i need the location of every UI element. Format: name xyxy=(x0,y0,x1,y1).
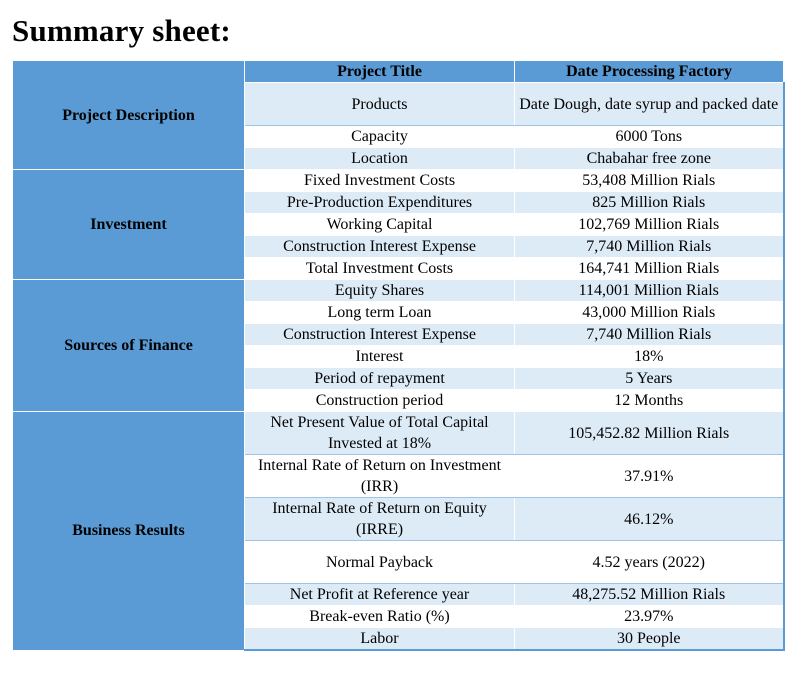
row-value: 7,740 Million Rials xyxy=(514,235,785,258)
row-value: Date Dough, date syrup and packed date xyxy=(514,82,785,126)
row-label: Capacity xyxy=(244,125,515,148)
row-value: 114,001 Million Rials xyxy=(514,279,785,302)
row-value: 4.52 years (2022) xyxy=(514,540,785,584)
row-value: 102,769 Million Rials xyxy=(514,213,785,236)
row-label: Labor xyxy=(244,627,515,651)
header-value: Date Processing Factory xyxy=(514,60,784,83)
section-project-description: Project Description xyxy=(12,60,245,170)
row-value: 164,741 Million Rials xyxy=(514,257,785,280)
row-value: 46.12% xyxy=(514,497,785,541)
row-value: 7,740 Million Rials xyxy=(514,323,785,346)
section-investment: Investment xyxy=(12,169,245,280)
row-label: Long term Loan xyxy=(244,301,515,324)
row-value: 30 People xyxy=(514,627,785,651)
row-label: Construction Interest Expense xyxy=(244,323,515,346)
row-value: 43,000 Million Rials xyxy=(514,301,785,324)
row-label: Working Capital xyxy=(244,213,515,236)
row-value: 18% xyxy=(514,345,785,368)
row-label: Net Profit at Reference year xyxy=(244,583,515,606)
row-value: 48,275.52 Million Rials xyxy=(514,583,785,606)
row-label: Period of repayment xyxy=(244,367,515,390)
row-value: 105,452.82 Million Rials xyxy=(514,411,785,455)
page-title: Summary sheet: xyxy=(12,13,231,48)
row-label: Interest xyxy=(244,345,515,368)
row-value: 825 Million Rials xyxy=(514,191,785,214)
row-label: Net Present Value of Total Capital Inves… xyxy=(244,411,515,455)
summary-table: Project Description Project Title Date P… xyxy=(12,60,785,651)
row-value: 12 Months xyxy=(514,389,785,412)
row-label: Location xyxy=(244,147,515,170)
row-label: Construction period xyxy=(244,389,515,412)
row-label: Fixed Investment Costs xyxy=(244,169,515,192)
row-label: Break-even Ratio (%) xyxy=(244,605,515,628)
row-label: Equity Shares xyxy=(244,279,515,302)
section-sources-of-finance: Sources of Finance xyxy=(12,279,245,412)
row-label: Total Investment Costs xyxy=(244,257,515,280)
row-label: Normal Payback xyxy=(244,540,515,584)
row-label: Internal Rate of Return on Investment (I… xyxy=(244,454,515,498)
row-label: Products xyxy=(244,82,515,126)
section-business-results: Business Results xyxy=(12,411,245,651)
row-value: 53,408 Million Rials xyxy=(514,169,785,192)
row-label: Pre-Production Expenditures xyxy=(244,191,515,214)
row-value: 6000 Tons xyxy=(514,125,785,148)
row-label: Construction Interest Expense xyxy=(244,235,515,258)
row-value: Chabahar free zone xyxy=(514,147,785,170)
header-label: Project Title xyxy=(244,60,515,83)
row-label: Internal Rate of Return on Equity (IRRE) xyxy=(244,497,515,541)
row-value: 23.97% xyxy=(514,605,785,628)
row-value: 5 Years xyxy=(514,367,785,390)
row-value: 37.91% xyxy=(514,454,785,498)
